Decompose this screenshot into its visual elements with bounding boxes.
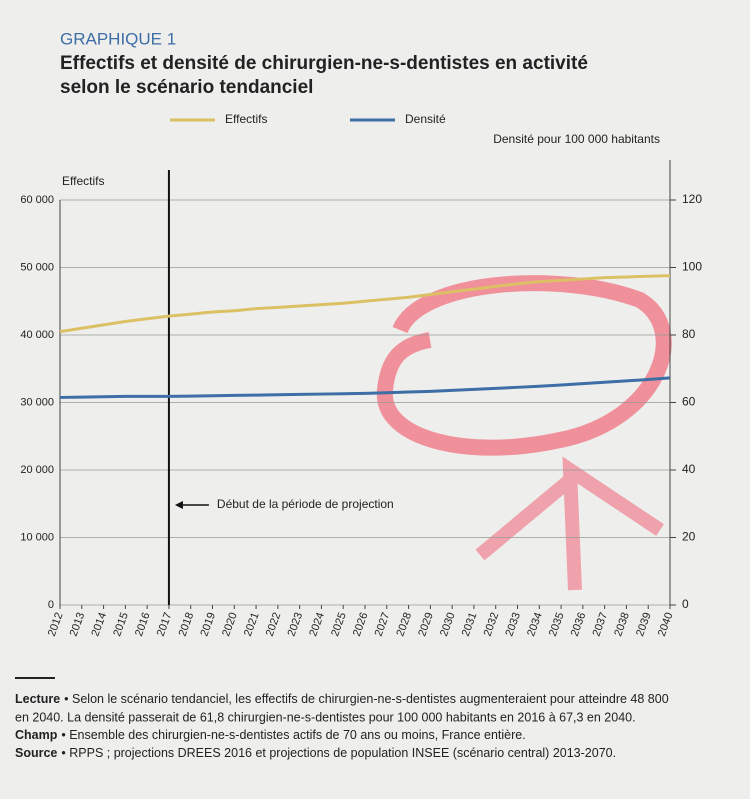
note-text: • Selon le scénario tendanciel, les effe… — [64, 692, 669, 706]
y-tick-label: 50 000 — [20, 261, 54, 273]
x-tick-label: 2033 — [503, 611, 523, 638]
y2-tick-label: 120 — [682, 192, 702, 206]
x-tick-label: 2025 — [329, 611, 349, 638]
x-tick-label: 2018 — [177, 611, 197, 638]
chart-kicker: GRAPHIQUE 1 — [60, 29, 176, 48]
x-tick-label: 2024 — [307, 611, 327, 638]
series-line — [59, 274, 671, 334]
x-tick-label: 2021 — [242, 611, 262, 638]
x-tick-label: 2026 — [351, 611, 371, 638]
chart-title: Effectifs et densité de chirurgien-ne-s-… — [60, 53, 588, 74]
x-tick-label: 2014 — [89, 611, 109, 638]
x-tick-label: 2022 — [264, 611, 284, 638]
x-tick-label: 2035 — [547, 611, 567, 638]
y2-tick-label: 20 — [682, 530, 696, 544]
x-tick-label: 2023 — [286, 611, 306, 638]
y2-axis-label: Densité pour 100 000 habitants — [493, 132, 660, 146]
y2-tick-label: 40 — [682, 462, 696, 476]
legend-label: Densité — [405, 112, 446, 126]
x-tick-label: 2029 — [416, 611, 436, 638]
y-tick-label: 30 000 — [20, 396, 54, 408]
note-text: en 2040. La densité passerait de 61,8 ch… — [15, 710, 636, 724]
note: Lecture • Selon le scénario tendanciel, l… — [15, 692, 669, 706]
note: Champ • Ensemble des chirurgien-ne-s-dent… — [15, 728, 526, 742]
x-tick-label: 2020 — [220, 611, 240, 638]
x-tick-label: 2034 — [525, 611, 545, 638]
x-tick-label: 2037 — [591, 611, 611, 638]
x-tick-label: 2031 — [460, 611, 480, 638]
y2-tick-label: 80 — [682, 327, 696, 341]
x-tick-label: 2012 — [46, 611, 66, 638]
note-text: • RPPS ; projections DREES 2016 et proje… — [61, 746, 616, 760]
x-tick-label: 2027 — [373, 611, 393, 638]
annotation-arrowhead — [174, 501, 183, 509]
x-tick-label: 2038 — [612, 611, 632, 638]
y2-tick-label: 100 — [682, 260, 702, 274]
series-line — [59, 376, 671, 399]
note-label: Lecture — [15, 692, 60, 706]
hand-drawn-arrow — [475, 456, 664, 591]
legend-label: Effectifs — [225, 112, 267, 126]
x-tick-label: 2019 — [198, 611, 218, 638]
y2-tick-label: 60 — [682, 395, 696, 409]
note-text: • Ensemble des chirurgien-ne-s-dentistes… — [61, 728, 525, 742]
x-tick-label: 2013 — [68, 611, 88, 638]
annotation: Début de la période de projection — [217, 497, 394, 511]
note: Source • RPPS ; projections DREES 2016 et… — [15, 746, 616, 760]
y-axis-label: Effectifs — [62, 174, 104, 188]
y-tick-label: 40 000 — [20, 329, 54, 341]
x-tick-label: 2016 — [133, 611, 153, 638]
x-tick-label: 2039 — [634, 611, 654, 638]
x-tick-label: 2028 — [394, 611, 414, 638]
hand-drawn-circle — [376, 275, 672, 456]
x-tick-label: 2015 — [111, 611, 131, 638]
x-tick-label: 2032 — [482, 611, 502, 638]
x-tick-label: 2040 — [656, 611, 676, 638]
y-tick-label: 20 000 — [20, 464, 54, 476]
chart-subtitle: selon le scénario tendanciel — [60, 77, 313, 98]
y-tick-label: 60 000 — [20, 194, 54, 206]
x-tick-label: 2036 — [569, 611, 589, 638]
note-label: Source — [15, 746, 57, 760]
y-tick-label: 10 000 — [20, 531, 54, 543]
x-tick-label: 2017 — [155, 611, 175, 638]
y2-tick-label: 0 — [682, 597, 689, 611]
note-label: Champ — [15, 728, 58, 742]
x-tick-label: 2030 — [438, 611, 458, 638]
y-tick-label: 0 — [48, 599, 54, 611]
